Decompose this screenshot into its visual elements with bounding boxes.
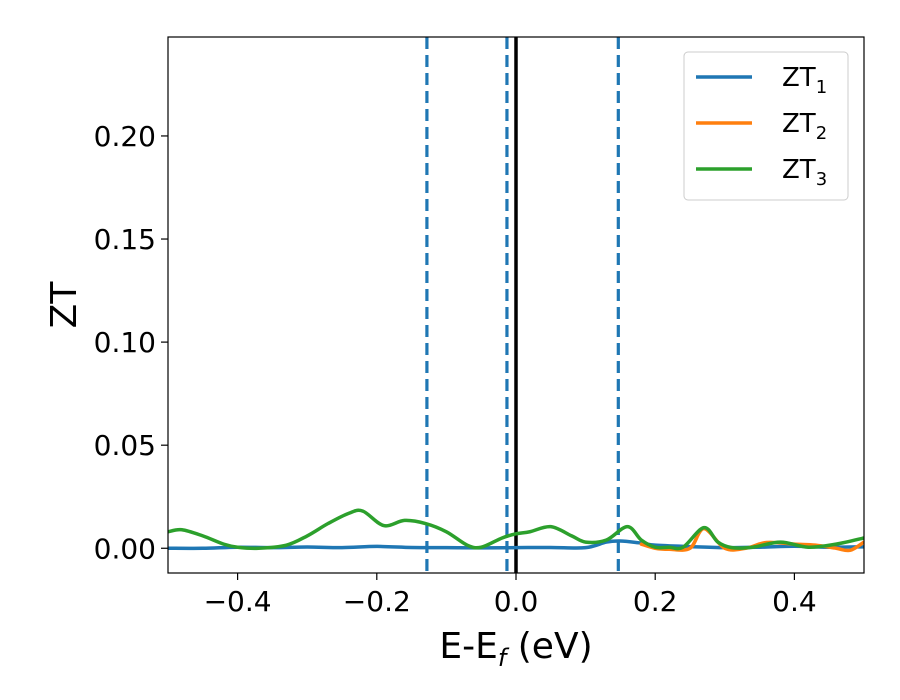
- legend-label: ZT3: [782, 155, 827, 190]
- y-tick-label: 0.15: [94, 223, 156, 256]
- legend-label: ZT2: [782, 109, 827, 144]
- y-axis-label: ZT: [44, 281, 85, 329]
- x-tick-label: −0.4: [204, 585, 272, 618]
- x-axis-ticks: −0.4 −0.2 0.0 0.2 0.4: [204, 573, 817, 618]
- x-axis-label-main: E-E: [439, 626, 497, 667]
- legend-entry-zt1: ZT1: [696, 63, 827, 98]
- series-lines: [168, 508, 864, 553]
- x-tick-label: 0.4: [772, 585, 817, 618]
- x-tick-label: 0.2: [633, 585, 678, 618]
- y-tick-label: 0.00: [94, 532, 156, 565]
- legend-label: ZT1: [782, 63, 827, 98]
- y-axis-ticks: 0.00 0.05 0.10 0.15 0.20: [94, 120, 168, 565]
- y-tick-label: 0.05: [94, 429, 156, 462]
- x-axis-label: E-Ef (eV): [439, 626, 592, 672]
- x-tick-label: 0.0: [494, 585, 539, 618]
- vertical-reference-lines: [425, 37, 620, 573]
- legend-entry-zt3: ZT3: [696, 155, 827, 190]
- legend-entry-zt2: ZT2: [696, 109, 827, 144]
- y-tick-label: 0.10: [94, 326, 156, 359]
- x-tick-label: −0.2: [343, 585, 411, 618]
- series-line-zt3: [168, 508, 864, 551]
- legend-box: [683, 51, 849, 201]
- y-tick-label: 0.20: [94, 120, 156, 153]
- x-axis-label-unit: (eV): [506, 626, 592, 667]
- legend: ZT1 ZT2 ZT3: [683, 51, 849, 201]
